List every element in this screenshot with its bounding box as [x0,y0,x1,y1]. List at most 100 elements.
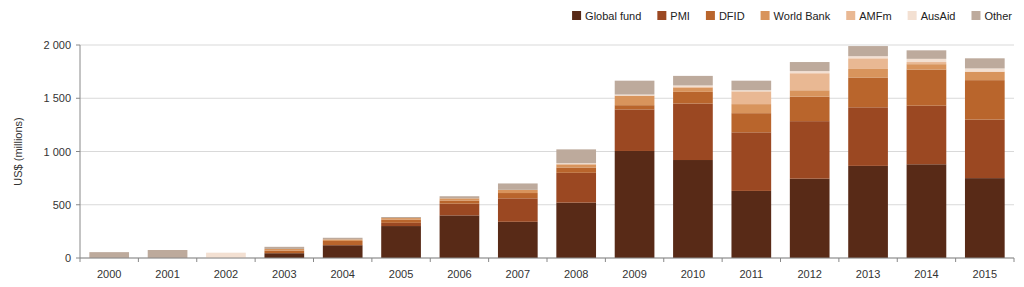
x-tick [138,258,139,262]
bar-segment [323,238,363,240]
x-tick-label: 2009 [622,268,646,280]
tick-mark [76,98,80,99]
bar-segment [381,218,421,219]
bar-segment [965,58,1005,68]
x-tick-label: 2010 [681,268,705,280]
y-axis [80,45,81,258]
bar-segment [790,62,830,71]
bar-segment [264,249,304,251]
bar-segment [965,80,1005,119]
legend-swatch [846,11,855,20]
tick-mark [76,258,80,259]
bar-segment [965,68,1005,71]
bar-segment [790,97,830,121]
legend-label: Other [984,10,1012,22]
bar-segment [907,69,947,105]
x-tick-label: 2008 [564,268,588,280]
bar-segment [848,69,888,78]
bar-segment [440,215,480,258]
x-tick-label: 2007 [506,268,530,280]
y-tick-label: 2 000 [43,39,71,51]
x-tick-label: 2002 [214,268,238,280]
bar-segment [556,203,596,258]
bar-segment [848,56,888,58]
bar-segment [556,173,596,203]
bar-segment [848,166,888,258]
x-tick [371,258,372,262]
x-tick [780,258,781,262]
x-tick [897,258,898,262]
bar-segment [615,95,655,96]
bar-segment [148,250,188,258]
bar-segment [731,132,771,191]
bar-segment [323,245,363,258]
bar-segment [440,204,480,216]
bar-segment [907,50,947,59]
x-tick-label: 2011 [739,268,763,280]
bar-segment [615,109,655,151]
bar-segment [381,226,421,258]
bar-segment [615,95,655,96]
bar-segment [206,253,246,258]
bar-segment [848,77,888,107]
x-tick [313,258,314,262]
x-tick-label: 2015 [973,268,997,280]
bar-segment [556,167,596,172]
y-tick-label: 1 500 [43,92,71,104]
x-tick [605,258,606,262]
x-tick-label: 2004 [330,268,354,280]
bar-segment [907,64,947,69]
legend-swatch [971,11,980,20]
bar-segment [790,121,830,179]
y-tick-label: 1 000 [43,146,71,158]
x-tick [488,258,489,262]
x-tick-label: 2000 [97,268,121,280]
x-tick-label: 2006 [447,268,471,280]
x-tick [255,258,256,262]
bar-segment [381,223,421,226]
grid [76,45,1014,258]
x-tick-label: 2012 [797,268,821,280]
bar-segment [498,190,538,193]
x-tick [722,258,723,262]
y-axis-label: US$ (millions) [12,117,24,185]
legend-label: World Bank [774,10,831,22]
bar-segment [790,73,830,90]
legend-label: PMI [670,10,690,22]
bar-segment [556,164,596,165]
bar-segment [556,149,596,163]
x-tick [663,258,664,262]
tick-mark [76,151,80,152]
legend-swatch [908,11,917,20]
bar-segment [89,252,129,258]
bar-segment [264,247,304,249]
x-tick-label: 2014 [914,268,938,280]
bar-segment [381,218,421,220]
legend: Global fundPMIDFIDWorld BankAMFmAusAidOt… [572,10,1012,22]
bar-segment [907,59,947,62]
legend-swatch [706,11,715,20]
bar-segment [381,217,421,218]
bar-segment [498,183,538,189]
bar-segment [731,104,771,113]
chart: 05001 0001 5002 000US$ (millions)2000200… [0,0,1024,287]
bar-segment [673,160,713,258]
x-tick [80,258,81,262]
x-tick-label: 2003 [272,268,296,280]
bar-segment [673,104,713,160]
bar-segment [440,196,480,198]
x-tick [196,258,197,262]
legend-label: DFID [719,10,745,22]
bars [89,46,1004,258]
bar-segment [381,218,421,219]
x-tick [547,258,548,262]
x-tick-label: 2013 [856,268,880,280]
grid-line [80,258,1014,259]
bar-segment [731,91,771,104]
legend-label: AMFm [859,10,891,22]
y-tick-label: 0 [65,252,71,264]
bar-segment [965,120,1005,179]
bar-segment [615,81,655,95]
tick-mark [76,45,80,46]
bar-segment [965,178,1005,258]
